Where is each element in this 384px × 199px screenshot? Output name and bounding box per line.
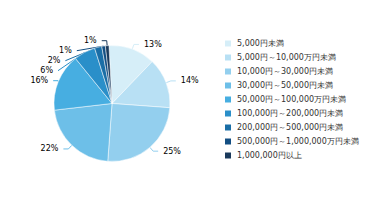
svg-text:50,000円～100,000万円未満: 50,000円～100,000万円未満 xyxy=(237,95,346,104)
svg-text:16%: 16% xyxy=(30,76,48,85)
svg-text:5,000円未満: 5,000円未満 xyxy=(237,39,284,48)
svg-text:1,000,000円以上: 1,000,000円以上 xyxy=(237,151,302,160)
svg-text:1%: 1% xyxy=(59,46,72,55)
svg-text:500,000円～1,000,000万円未満: 500,000円～1,000,000万円未満 xyxy=(237,137,359,146)
svg-text:14%: 14% xyxy=(181,76,199,85)
svg-text:100,000円～200,000円未満: 100,000円～200,000円未満 xyxy=(237,109,343,118)
svg-text:25%: 25% xyxy=(163,147,181,156)
svg-text:2%: 2% xyxy=(48,56,61,65)
svg-text:5,000円～10,000万円未満: 5,000円～10,000万円未満 xyxy=(237,53,336,62)
svg-text:200,000円～500,000円未満: 200,000円～500,000円未満 xyxy=(237,123,343,132)
svg-text:6%: 6% xyxy=(40,66,53,75)
svg-text:30,000円～50,000円未満: 30,000円～50,000円未満 xyxy=(237,81,333,90)
svg-text:13%: 13% xyxy=(144,40,162,49)
svg-text:1%: 1% xyxy=(84,36,97,45)
svg-text:10,000円～30,000円未満: 10,000円～30,000円未満 xyxy=(237,67,333,76)
svg-text:22%: 22% xyxy=(41,144,59,153)
